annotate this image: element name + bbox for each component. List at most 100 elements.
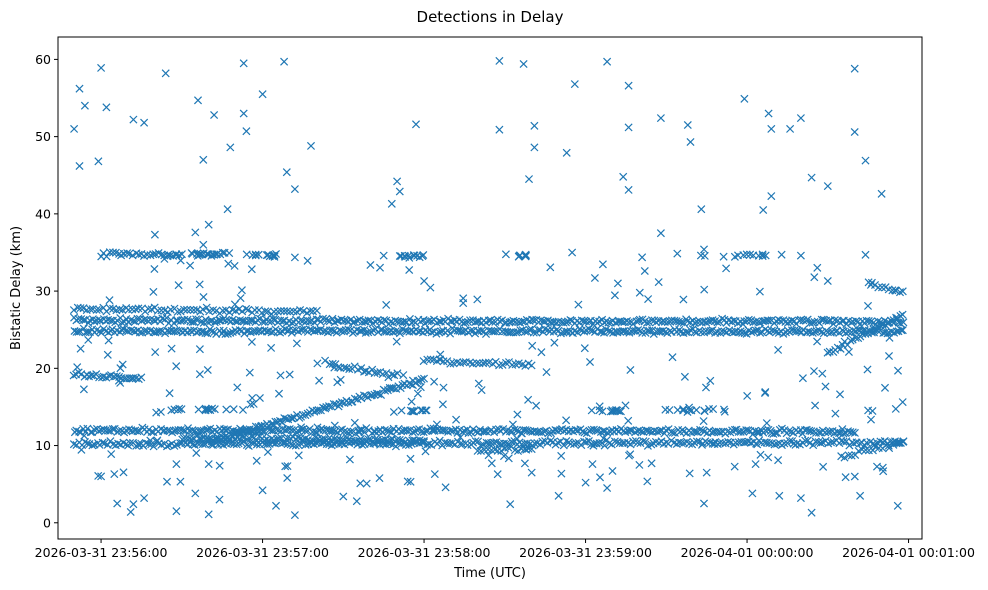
data-point — [292, 339, 301, 348]
data-point — [386, 317, 395, 326]
data-point — [249, 399, 258, 408]
data-point — [401, 438, 410, 447]
data-point — [647, 316, 656, 325]
data-point — [701, 318, 711, 327]
data-point — [350, 418, 359, 427]
data-point — [224, 259, 233, 268]
data-point — [150, 264, 159, 274]
data-point — [407, 397, 416, 406]
data-point — [75, 161, 84, 171]
data-point — [202, 303, 211, 312]
data-point — [188, 249, 197, 258]
data-point — [495, 317, 504, 326]
data-point — [843, 427, 853, 436]
data-point — [885, 333, 894, 342]
data-point — [497, 446, 506, 455]
data-point — [880, 383, 890, 392]
data-point — [260, 427, 269, 436]
data-point — [425, 316, 434, 325]
data-point — [595, 439, 604, 448]
data-point — [126, 438, 135, 448]
data-point — [77, 445, 86, 454]
data-point — [844, 328, 853, 337]
data-point — [330, 421, 339, 430]
data-point — [568, 248, 577, 257]
data-point — [315, 436, 324, 445]
data-point — [412, 425, 421, 434]
data-point — [385, 427, 394, 436]
data-point — [379, 251, 388, 260]
data-point — [306, 436, 315, 445]
data-point — [453, 358, 462, 367]
data-point — [367, 391, 376, 400]
data-point — [777, 250, 786, 259]
data-point — [634, 325, 643, 335]
data-point — [819, 315, 828, 324]
data-point — [356, 425, 365, 435]
data-point — [891, 286, 900, 295]
data-point — [569, 440, 579, 449]
data-point — [232, 440, 241, 449]
data-point — [318, 314, 328, 323]
data-point — [73, 363, 82, 372]
data-point — [196, 318, 205, 327]
data-point — [774, 345, 783, 354]
data-point — [221, 434, 230, 443]
data-point — [767, 326, 776, 335]
data-point — [243, 435, 252, 444]
data-point — [804, 327, 813, 336]
data-point — [222, 405, 231, 414]
data-point — [298, 410, 307, 419]
data-point — [406, 380, 416, 389]
y-tick-label: 40 — [35, 206, 51, 221]
data-point — [755, 287, 764, 296]
data-point — [641, 437, 650, 446]
data-point — [452, 415, 461, 424]
data-point — [248, 393, 257, 403]
data-point — [206, 406, 215, 415]
data-point — [221, 329, 230, 339]
data-point — [102, 103, 111, 112]
data-point — [399, 371, 408, 380]
data-point — [192, 315, 201, 324]
data-point — [893, 501, 902, 510]
data-point — [294, 433, 303, 442]
data-point — [339, 492, 348, 501]
data-point — [819, 462, 828, 471]
data-point — [352, 497, 361, 506]
data-point — [477, 386, 486, 395]
data-point — [420, 276, 429, 286]
data-point — [638, 328, 647, 337]
data-point — [524, 175, 534, 184]
data-point — [105, 304, 114, 313]
data-point — [851, 333, 860, 342]
data-point — [744, 315, 753, 324]
data-point — [186, 261, 195, 270]
data-point — [245, 368, 254, 377]
data-point — [270, 307, 279, 316]
data-point — [538, 437, 547, 446]
data-point — [861, 250, 870, 259]
data-point — [495, 361, 504, 370]
data-point — [466, 316, 475, 325]
data-point — [187, 435, 196, 444]
data-point — [124, 425, 134, 434]
data-point — [765, 439, 774, 448]
data-point — [892, 439, 901, 448]
data-point — [597, 327, 606, 336]
data-point — [877, 189, 886, 198]
data-point — [635, 315, 644, 324]
x-axis-label: Time (UTC) — [453, 566, 526, 581]
data-point — [446, 426, 455, 435]
data-point — [257, 421, 266, 430]
data-point — [255, 393, 264, 403]
data-point — [172, 460, 181, 469]
data-point — [191, 489, 200, 498]
y-tick-label: 0 — [43, 515, 51, 530]
data-point — [624, 416, 633, 425]
data-point — [264, 317, 273, 326]
data-point — [204, 220, 213, 229]
data-point — [640, 266, 649, 276]
data-point — [844, 347, 853, 357]
data-point — [544, 429, 553, 438]
